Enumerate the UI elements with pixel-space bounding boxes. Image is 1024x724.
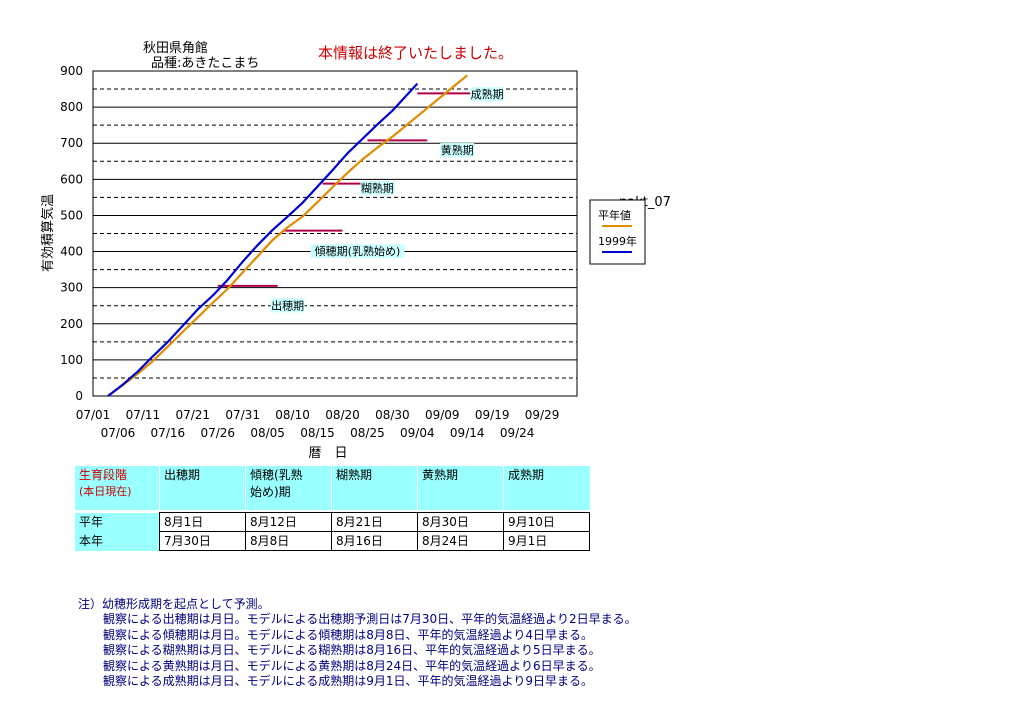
note-line: 注）幼穂形成期を起点として予測。 bbox=[78, 597, 270, 611]
x-tick-label: 07/06 bbox=[101, 426, 136, 440]
legend-box bbox=[589, 199, 646, 265]
location-title: 秋田県角館 bbox=[143, 41, 209, 56]
table-header-row: 生育段階 (本日現在) 出穂期 傾穂(乳熟 始め)期 糊熟期 黄熟期 成熟期 bbox=[75, 466, 590, 510]
x-tick-label: 09/09 bbox=[425, 408, 460, 422]
table-cell: 8月8日 bbox=[245, 531, 332, 551]
x-tick-label: 09/04 bbox=[400, 426, 435, 440]
table-col-heading: 出穂期 bbox=[159, 466, 246, 510]
table-cell: 8月16日 bbox=[331, 531, 418, 551]
end-notice: 本情報は終了いたしました。 bbox=[318, 44, 514, 62]
x-tick-label: 08/10 bbox=[275, 408, 310, 422]
table-cell: 9月1日 bbox=[503, 531, 590, 551]
x-tick-label: 08/15 bbox=[300, 426, 335, 440]
y-tick-label: 600 bbox=[60, 172, 83, 186]
note-line: 観察による糊熟期は月日、モデルによる糊熟期は8月16日、平年的気温経過より5日早… bbox=[103, 643, 601, 658]
variety-label: 品種:あきたこまち bbox=[151, 56, 260, 71]
y-tick-label: 700 bbox=[60, 136, 83, 150]
x-axis-title: 暦 日 bbox=[308, 446, 347, 460]
chart-grid bbox=[93, 88, 577, 379]
table-col-yellow: 黄熟期 bbox=[417, 466, 504, 510]
stage-label: 黄熟期 bbox=[441, 143, 474, 157]
y-tick-label: 200 bbox=[60, 317, 83, 331]
notes: 注）幼穂形成期を起点として予測。 観察による出穂期は月日。モデルによる出穂期予測… bbox=[78, 597, 637, 689]
table-cell: 8月1日 bbox=[159, 512, 246, 532]
series-line-1999 bbox=[107, 82, 419, 397]
x-tick-label: 09/24 bbox=[500, 426, 535, 440]
stage-label-bg bbox=[270, 298, 305, 313]
x-tick-label: 07/01 bbox=[76, 408, 111, 422]
x-tick-label: 07/16 bbox=[151, 426, 186, 440]
table-col-dough: 糊熟期 bbox=[331, 466, 418, 510]
table-cell: 8月24日 bbox=[417, 531, 504, 551]
table-cell: 8月12日 bbox=[245, 512, 332, 532]
x-tick-label: 09/14 bbox=[450, 426, 485, 440]
table-cell: 8月30日 bbox=[417, 512, 504, 532]
chart-series bbox=[107, 74, 468, 397]
x-tick-label: 07/26 bbox=[200, 426, 235, 440]
note-line: 観察による成熟期は月日、モデルによる成熟期は9月1日、平年的気温経過より9日早ま… bbox=[103, 674, 593, 689]
stage-label-bg bbox=[360, 180, 395, 195]
plot-area-border bbox=[92, 70, 578, 397]
stage-label-bg bbox=[310, 244, 405, 259]
growth-stage-table: 生育段階 (本日現在) 出穂期 傾穂(乳熟 始め)期 糊熟期 黄熟期 成熟期 平年… bbox=[75, 466, 590, 551]
table-header-label: 生育段階 (本日現在) bbox=[75, 466, 160, 510]
x-tick-label: 09/19 bbox=[475, 408, 510, 422]
y-tick-label: 500 bbox=[60, 208, 83, 222]
x-tick-label: 07/31 bbox=[225, 408, 260, 422]
table-row-label: 本年 bbox=[75, 531, 160, 551]
legend: pakt_07 平年値 1999年 bbox=[589, 195, 671, 265]
y-tick-label: 100 bbox=[60, 353, 83, 367]
x-tick-label: 08/30 bbox=[375, 408, 410, 422]
stage-label-bg bbox=[440, 143, 475, 158]
y-tick-label: 900 bbox=[60, 64, 83, 78]
table-row: 平年 8月1日 8月12日 8月21日 8月30日 9月10日 bbox=[75, 512, 590, 532]
stage-labels: 出穂期 傾穂期(乳熟始め) 糊熟期 黄熟期 成熟期 bbox=[270, 87, 505, 313]
y-axis-title: 有効積算気温 bbox=[40, 194, 56, 272]
stage-label: 傾穂期(乳熟始め) bbox=[315, 244, 401, 258]
note-line: 観察による出穂期は月日。モデルによる出穂期予測日は7月30日、平年的気温経過より… bbox=[103, 612, 637, 627]
stage-label-bg bbox=[470, 87, 505, 102]
table-col-mature: 成熟期 bbox=[503, 466, 590, 510]
stage-label: 成熟期 bbox=[471, 87, 504, 101]
table-row-label: 平年 bbox=[75, 512, 160, 532]
x-tick-label: 07/11 bbox=[126, 408, 161, 422]
y-tick-label: 400 bbox=[60, 245, 83, 259]
table-row: 本年 7月30日 8月8日 8月16日 8月24日 9月1日 bbox=[75, 531, 590, 551]
stage-label: 出穂期 bbox=[271, 298, 304, 312]
legend-entry-normal: 平年値 bbox=[598, 208, 631, 222]
y-tick-label: 0 bbox=[75, 389, 83, 403]
note-line: 観察による傾穂期は月日。モデルによる傾穂期は8月8日、平年的気温経過より4日早ま… bbox=[103, 627, 593, 642]
x-tick-label: 08/05 bbox=[250, 426, 285, 440]
x-tick-label: 08/20 bbox=[325, 408, 360, 422]
x-tick-label: 08/25 bbox=[350, 426, 385, 440]
table-cell: 7月30日 bbox=[159, 531, 246, 551]
series-line-normal bbox=[107, 74, 468, 397]
x-tick-label: 09/29 bbox=[525, 408, 560, 422]
y-axis-labels: 0 100 200 300 400 500 600 700 800 900 bbox=[60, 64, 83, 403]
table-cell: 9月10日 bbox=[503, 512, 590, 532]
table-col-ripening: 傾穂(乳熟 始め)期 bbox=[245, 466, 332, 510]
x-tick-label: 07/21 bbox=[175, 408, 210, 422]
legend-entry-1999: 1999年 bbox=[598, 234, 637, 248]
y-tick-label: 800 bbox=[60, 100, 83, 114]
y-tick-label: 300 bbox=[60, 281, 83, 295]
x-axis-labels: 07/01 07/11 07/21 07/31 08/10 08/20 08/30 09/09… bbox=[76, 408, 560, 440]
note-line: 観察による黄熟期は月日、モデルによる黄熟期は8月24日、平年的気温経過より6日早… bbox=[103, 658, 601, 673]
stage-label: 糊熟期 bbox=[361, 181, 394, 195]
table-cell: 8月21日 bbox=[331, 512, 418, 532]
